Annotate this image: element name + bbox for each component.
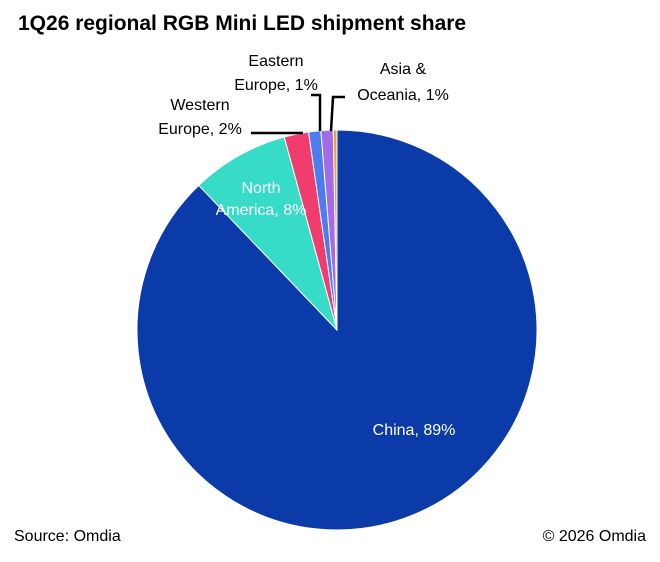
source-note: Source: Omdia xyxy=(14,528,121,545)
chart-title: 1Q26 regional RGB Mini LED shipment shar… xyxy=(18,12,467,35)
pie-slice-5 xyxy=(332,129,338,331)
pie-slice-1 xyxy=(198,136,338,331)
slice-label-1: North America, 8% xyxy=(216,180,307,219)
pie-slice-0 xyxy=(136,129,538,531)
slice-label-0: China, 89% xyxy=(373,422,456,439)
leader-line-3 xyxy=(311,93,322,131)
slice-label-4: Asia & Oceania, 1% xyxy=(357,61,449,104)
slice-label-2: Western Europe, 2% xyxy=(158,97,242,138)
slice-label-3: Eastern Europe, 1% xyxy=(234,53,318,94)
leader-line-4 xyxy=(329,95,345,132)
copyright-note: © 2026 Omdia xyxy=(542,528,646,545)
